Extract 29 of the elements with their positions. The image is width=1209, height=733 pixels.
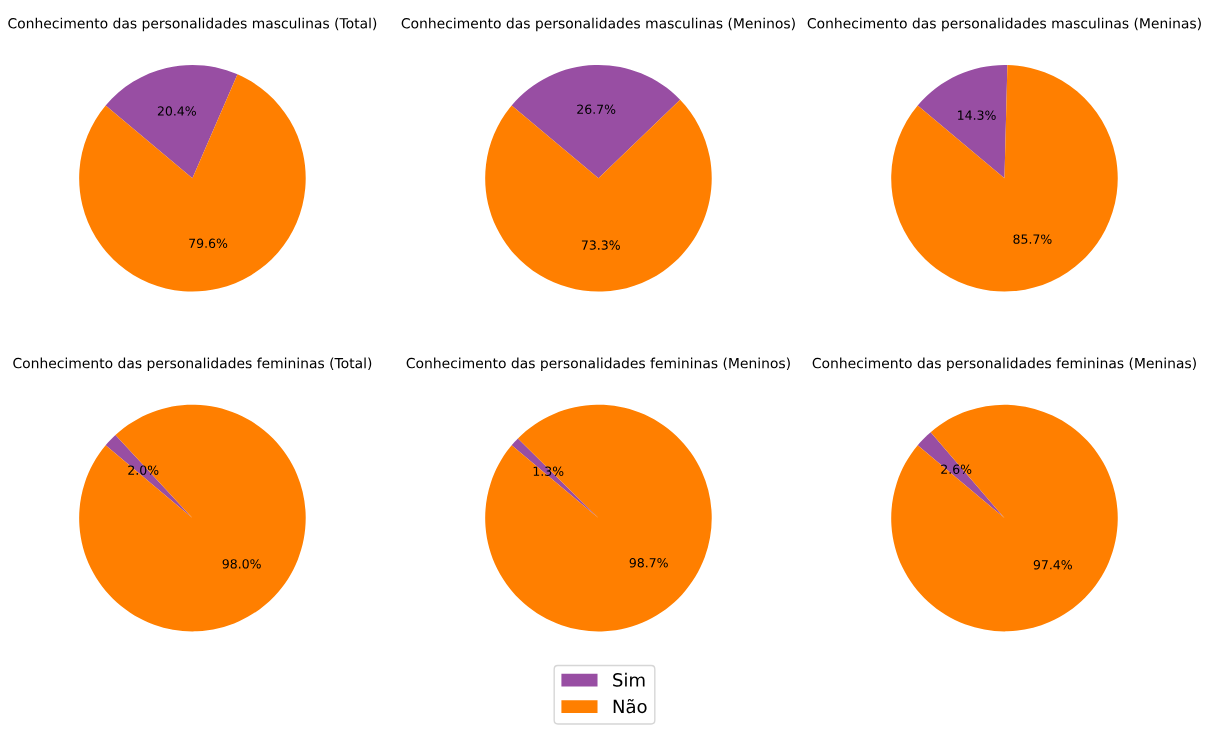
pie-slice [891, 65, 1118, 292]
pie-slice [917, 64, 1008, 179]
chart-title: Conhecimento das personalidades femininas (Meninas) [812, 357, 1196, 372]
pie-slice [105, 64, 238, 179]
pie-slice [485, 99, 712, 292]
data-label: 97.4% [1033, 560, 1072, 570]
chart-title: Conhecimento das personalidades femininas (Meninos) [406, 357, 790, 372]
pie-slice [511, 64, 681, 179]
data-label: 73.3% [581, 240, 620, 250]
legend-label: Sim [613, 672, 645, 687]
data-label: 79.6% [189, 238, 228, 249]
pie-slice [891, 404, 1118, 632]
data-label: 98.0% [222, 559, 261, 569]
data-label: 20.4% [157, 106, 196, 116]
data-label: 14.3% [958, 110, 996, 120]
pie-slice [105, 434, 193, 519]
chart-title: Conhecimento das personalidades masculinas (Total) [8, 17, 377, 32]
chart-title: Conhecimento das personalidades masculinas (Meninos) [401, 17, 795, 32]
legend-label: Não [613, 698, 647, 714]
data-label: 26.7% [577, 104, 616, 114]
chart-title: Conhecimento das personalidades femininas (Total) [13, 357, 372, 372]
pie-slice [485, 404, 712, 632]
pie-slice [79, 74, 306, 292]
data-label: 85.7% [1013, 234, 1052, 244]
pie-slice [511, 438, 599, 519]
data-label: 98.7% [629, 558, 668, 568]
chart-title: Conhecimento das personalidades masculinas (Meninas) [807, 17, 1201, 32]
pie-slice [79, 404, 306, 632]
pie-slice [917, 432, 1005, 519]
